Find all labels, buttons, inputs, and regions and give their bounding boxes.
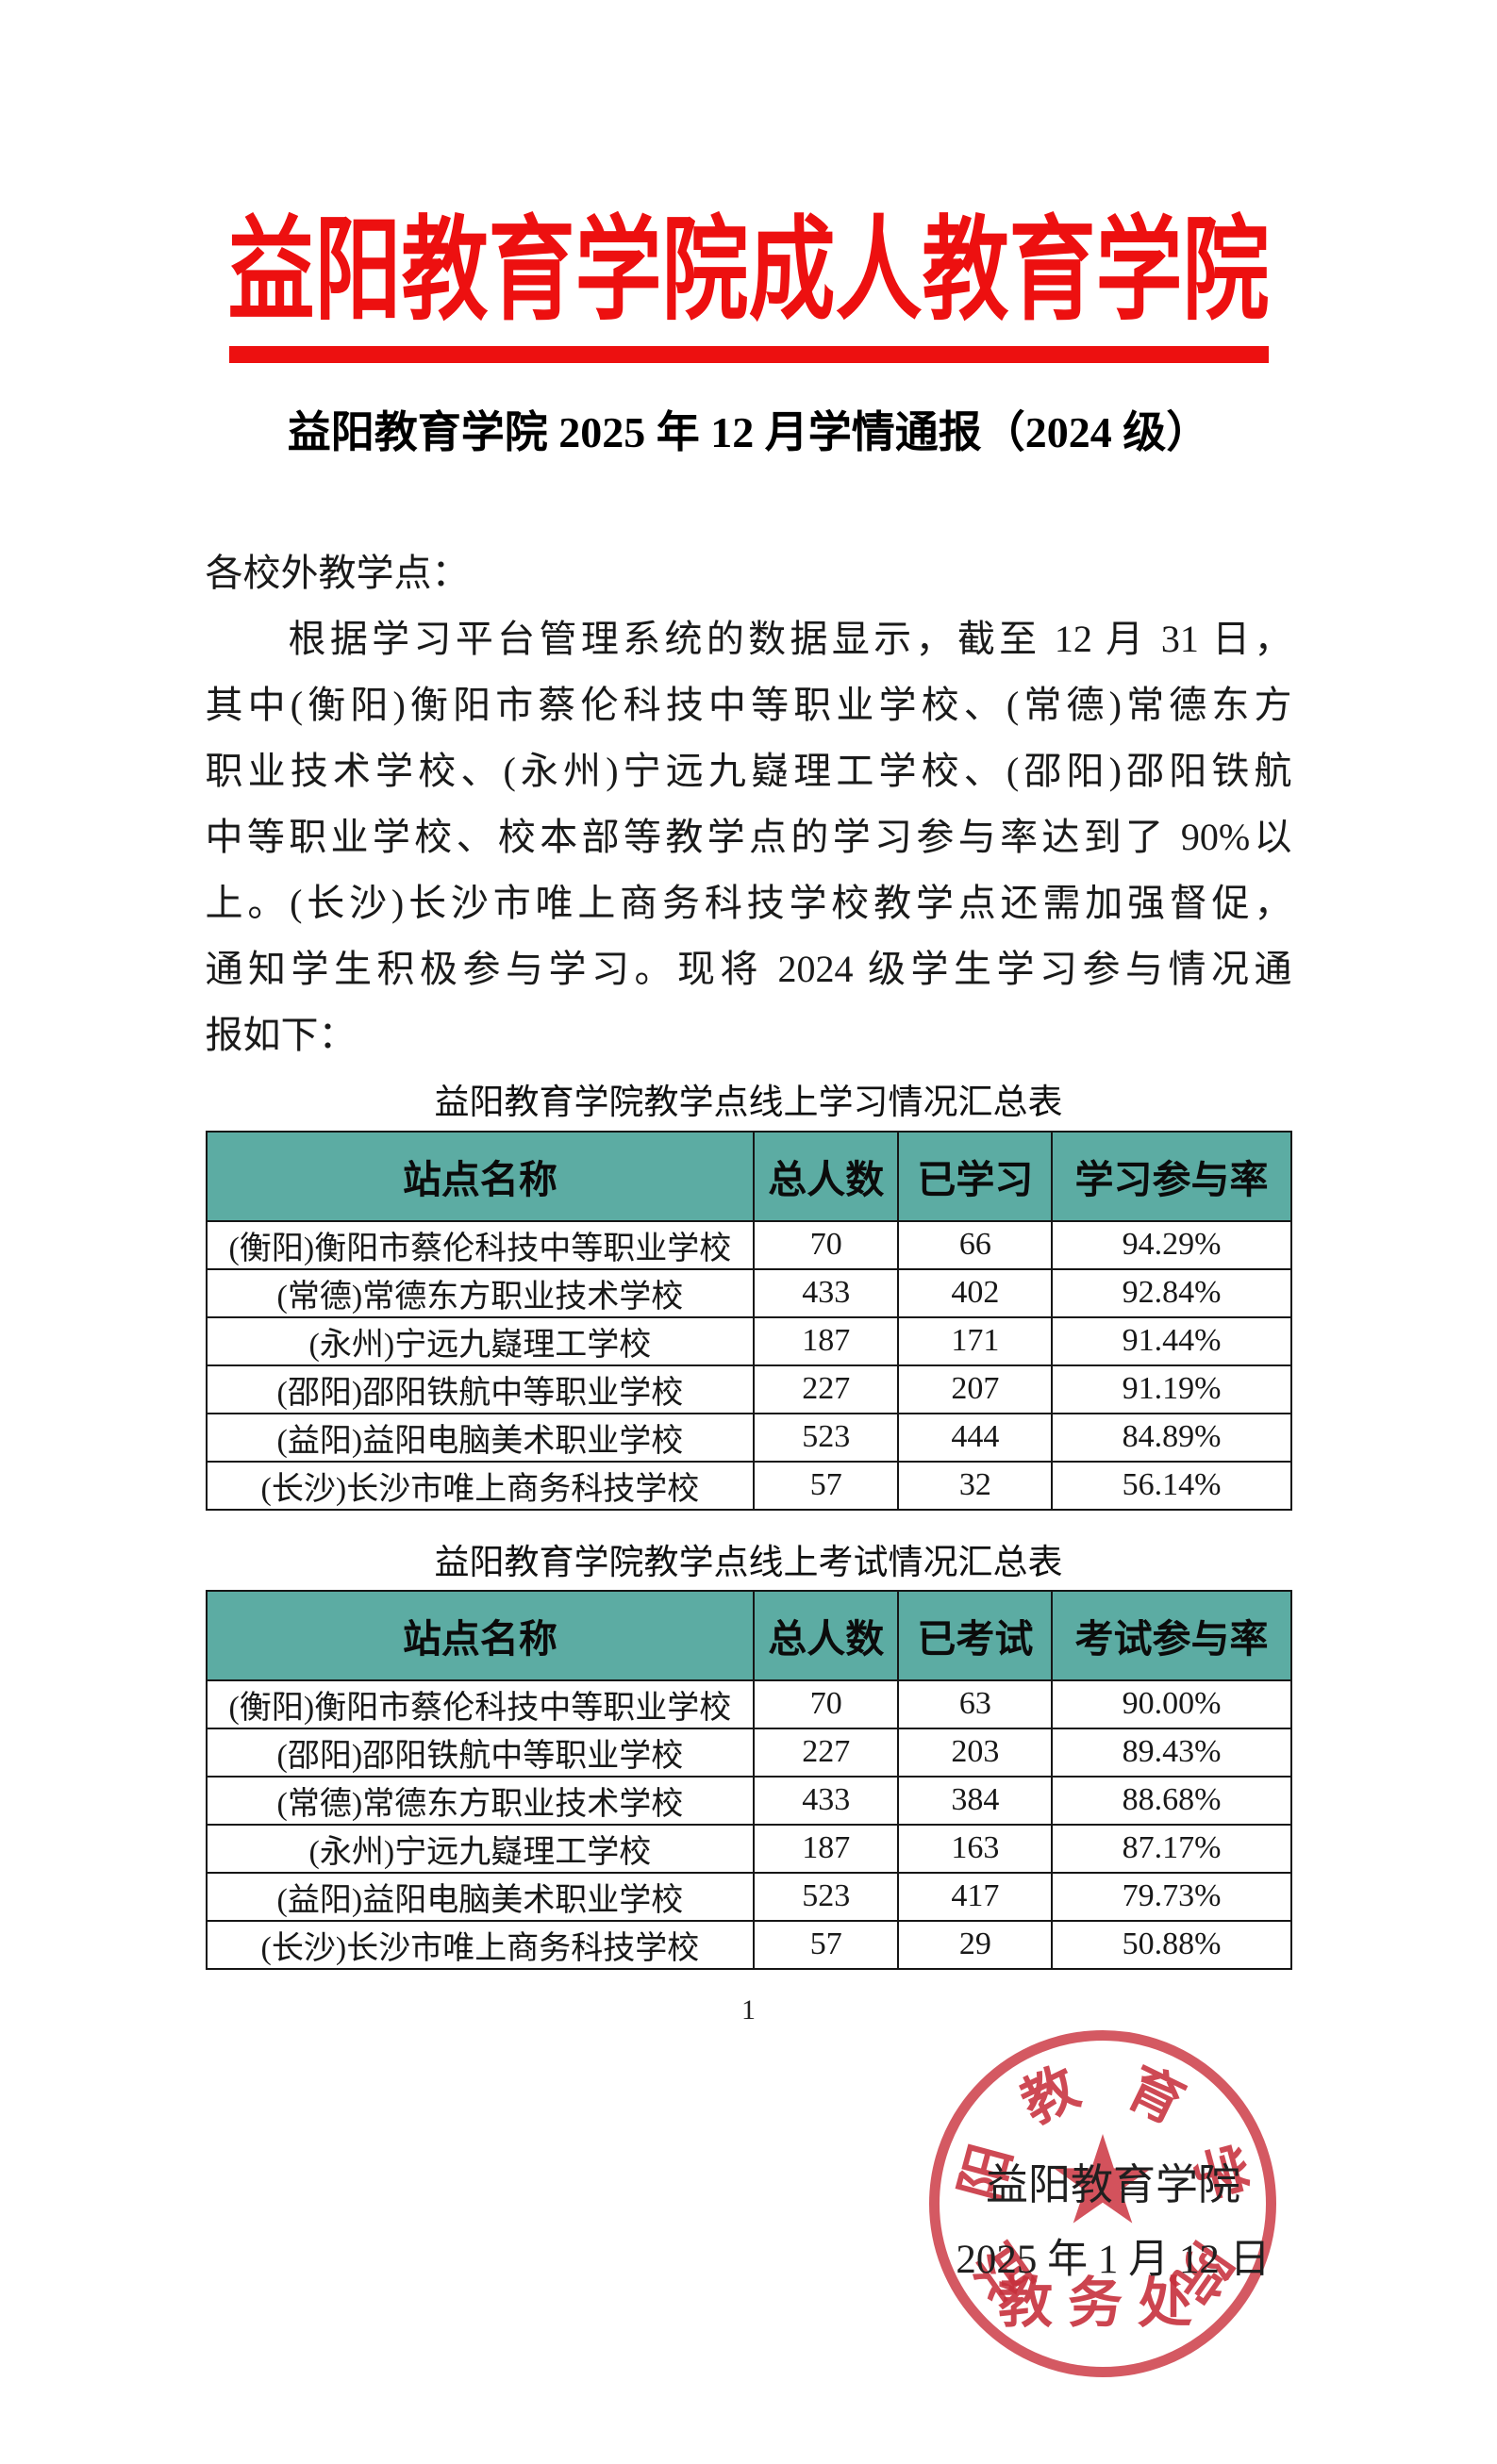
total-cell: 70 [753, 1678, 900, 1729]
rate-cell: 90.00% [1051, 1678, 1292, 1729]
exam-table-header-row: 站点名称 总人数 已考试 考试参与率 [205, 1589, 1292, 1681]
total-cell: 57 [753, 1919, 900, 1970]
site-name-cell: (长沙)长沙市唯上商务科技学校 [205, 1919, 756, 1970]
rate-cell: 56.14% [1051, 1460, 1292, 1511]
study-header-studied: 已学习 [897, 1130, 1054, 1222]
studied-cell: 207 [897, 1364, 1054, 1414]
signature-date: 2025 年 1 月 12 日 [956, 2238, 1271, 2282]
site-name-cell: (长沙)长沙市唯上商务科技学校 [205, 1460, 756, 1511]
signature-institution: 益阳教育学院 [985, 2161, 1241, 2208]
rate-cell: 91.19% [1051, 1364, 1292, 1414]
study-header-site: 站点名称 [205, 1130, 756, 1222]
site-name-cell: (衡阳)衡阳市蔡伦科技中等职业学校 [205, 1219, 756, 1270]
table-row: (常德)常德东方职业技术学校 433 384 88.68% [205, 1775, 1292, 1826]
tested-cell: 29 [897, 1919, 1054, 1970]
tested-cell: 384 [897, 1775, 1054, 1826]
table-row: (永州)宁远九嶷理工学校 187 171 91.44% [205, 1315, 1292, 1366]
rate-cell: 84.89% [1051, 1412, 1292, 1463]
studied-cell: 444 [897, 1412, 1054, 1463]
tested-cell: 63 [897, 1678, 1054, 1729]
study-header-total: 总人数 [753, 1130, 900, 1222]
seal-department-text: 教务处 [997, 2273, 1208, 2334]
site-name-cell: (衡阳)衡阳市蔡伦科技中等职业学校 [205, 1678, 756, 1729]
site-name-cell: (永州)宁远九嶷理工学校 [205, 1823, 756, 1874]
paragraph-line: 其中(衡阳)衡阳市蔡伦科技中等职业学校、(常德)常德东方 [205, 684, 1292, 727]
table-row: (常德)常德东方职业技术学校 433 402 92.84% [205, 1267, 1292, 1318]
site-name-cell: (益阳)益阳电脑美术职业学校 [205, 1871, 756, 1922]
exam-header-site: 站点名称 [205, 1589, 756, 1681]
study-table-header-row: 站点名称 总人数 已学习 学习参与率 [205, 1130, 1292, 1222]
tested-cell: 163 [897, 1823, 1054, 1874]
rate-cell: 50.88% [1051, 1919, 1292, 1970]
total-cell: 227 [753, 1727, 900, 1778]
body-paragraph: 各校外教学点： 根据学习平台管理系统的数据显示，截至 12 月 31 日， 其中… [206, 540, 1292, 1068]
studied-cell: 32 [897, 1460, 1054, 1511]
paragraph-line: 职业技术学校、(永州)宁远九嶷理工学校、(邵阳)邵阳铁航 [205, 750, 1292, 793]
total-cell: 187 [753, 1315, 900, 1366]
total-cell: 433 [753, 1775, 900, 1826]
paragraph-line: 上。(长沙)长沙市唯上商务科技学校教学点还需加强督促， [205, 882, 1292, 925]
paragraph-line: 中等职业学校、校本部等教学点的学习参与率达到了 90%以 [205, 816, 1292, 859]
total-cell: 57 [753, 1460, 900, 1511]
document-title: 益阳教育学院 2025 年 12 月学情通报（2024 级） [287, 408, 1210, 456]
study-table-title: 益阳教育学院教学点线上学习情况汇总表 [434, 1083, 1063, 1123]
rate-cell: 79.73% [1051, 1871, 1292, 1922]
exam-header-rate: 考试参与率 [1051, 1589, 1292, 1681]
page-number: 1 [741, 1993, 756, 2026]
total-cell: 433 [753, 1267, 900, 1318]
total-cell: 523 [753, 1871, 900, 1922]
table-row: (益阳)益阳电脑美术职业学校 523 444 84.89% [205, 1412, 1292, 1463]
studied-cell: 171 [897, 1315, 1054, 1366]
signature-block: 益 阳 教 育 学 院 教务处 益阳教育学院 2025 年 1 月 12 日 [920, 2023, 1306, 2428]
paragraph-line: 根据学习平台管理系统的数据显示，截至 12 月 31 日， [288, 618, 1292, 661]
exam-table-title: 益阳教育学院教学点线上考试情况汇总表 [434, 1543, 1063, 1582]
paragraph-line: 通知学生积极参与学习。现将 2024 级学生学习参与情况通 [205, 948, 1292, 991]
studied-cell: 402 [897, 1267, 1054, 1318]
rate-cell: 94.29% [1051, 1219, 1292, 1270]
rate-cell: 91.44% [1051, 1315, 1292, 1366]
site-name-cell: (常德)常德东方职业技术学校 [205, 1267, 756, 1318]
site-name-cell: (邵阳)邵阳铁航中等职业学校 [205, 1364, 756, 1414]
tested-cell: 417 [897, 1871, 1054, 1922]
table-row: (衡阳)衡阳市蔡伦科技中等职业学校 70 63 90.00% [205, 1678, 1292, 1729]
rate-cell: 87.17% [1051, 1823, 1292, 1874]
table-row: (邵阳)邵阳铁航中等职业学校 227 203 89.43% [205, 1727, 1292, 1778]
exam-header-total: 总人数 [753, 1589, 900, 1681]
paragraph-line: 报如下： [205, 1014, 357, 1057]
study-summary-table: 站点名称 总人数 已学习 学习参与率 (衡阳)衡阳市蔡伦科技中等职业学校 70 … [205, 1130, 1292, 1511]
salutation-line: 各校外教学点： [205, 552, 470, 595]
study-header-rate: 学习参与率 [1051, 1130, 1292, 1222]
seal-ring [929, 2030, 1276, 2377]
total-cell: 70 [753, 1219, 900, 1270]
table-row: (衡阳)衡阳市蔡伦科技中等职业学校 70 66 94.29% [205, 1219, 1292, 1270]
total-cell: 523 [753, 1412, 900, 1463]
table-row: (永州)宁远九嶷理工学校 187 163 87.17% [205, 1823, 1292, 1874]
rate-cell: 92.84% [1051, 1267, 1292, 1318]
red-divider-rule [228, 346, 1269, 363]
table-row: (邵阳)邵阳铁航中等职业学校 227 207 91.19% [205, 1364, 1292, 1414]
total-cell: 187 [753, 1823, 900, 1874]
rate-cell: 88.68% [1051, 1775, 1292, 1826]
rate-cell: 89.43% [1051, 1727, 1292, 1778]
site-name-cell: (永州)宁远九嶷理工学校 [205, 1315, 756, 1366]
total-cell: 227 [753, 1364, 900, 1414]
site-name-cell: (常德)常德东方职业技术学校 [205, 1775, 756, 1826]
table-row: (益阳)益阳电脑美术职业学校 523 417 79.73% [205, 1871, 1292, 1922]
site-name-cell: (邵阳)邵阳铁航中等职业学校 [205, 1727, 756, 1778]
institution-banner-title: 益阳教育学院成人教育学院 [227, 207, 1270, 334]
table-row: (长沙)长沙市唯上商务科技学校 57 32 56.14% [205, 1460, 1292, 1511]
site-name-cell: (益阳)益阳电脑美术职业学校 [205, 1412, 756, 1463]
table-row: (长沙)长沙市唯上商务科技学校 57 29 50.88% [205, 1919, 1292, 1970]
studied-cell: 66 [897, 1219, 1054, 1270]
tested-cell: 203 [897, 1727, 1054, 1778]
official-seal: 益 阳 教 育 学 院 教务处 [929, 2030, 1276, 2377]
exam-header-tested: 已考试 [897, 1589, 1054, 1681]
exam-summary-table: 站点名称 总人数 已考试 考试参与率 (衡阳)衡阳市蔡伦科技中等职业学校 70 … [205, 1589, 1292, 1970]
